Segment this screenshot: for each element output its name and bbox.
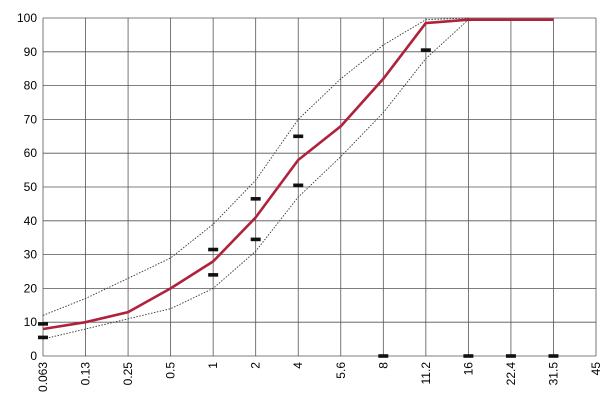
y-tick-label: 30: [24, 248, 38, 262]
y-gridlines: [43, 17, 596, 357]
y-tick-label: 70: [24, 112, 38, 126]
limit-marker: [208, 273, 219, 277]
x-tick-label: 2: [249, 362, 263, 369]
limit-marker: [38, 335, 48, 340]
limit-marker: [208, 247, 219, 252]
y-tick-label: 0: [30, 349, 37, 363]
y-tick-label: 90: [24, 45, 38, 59]
x-tick-label: 45: [589, 362, 601, 376]
x-tick-label: 0.13: [79, 362, 93, 386]
x-tick-label: 4: [291, 362, 305, 369]
x-tick-label: 31.5: [546, 362, 560, 386]
limit-markers: [38, 48, 559, 358]
y-tick-label: 20: [24, 281, 38, 295]
y-tick-labels: 0 10 20 30 40 50 60 70 80 90 100: [17, 11, 37, 363]
series-lines: [42, 17, 554, 340]
limit-marker: [420, 48, 431, 52]
x-tick-label: 8: [376, 362, 390, 369]
limit-marker: [548, 354, 559, 358]
y-tick-label: 50: [24, 180, 38, 194]
y-tick-label: 80: [24, 79, 38, 93]
limit-marker: [250, 237, 261, 242]
limit-marker: [378, 354, 389, 358]
limit-marker: [38, 322, 48, 326]
series-line-2: [42, 17, 469, 316]
x-tick-label: 0.063: [36, 362, 50, 392]
limit-marker: [293, 134, 304, 139]
x-tick-label: 11.2: [419, 362, 433, 385]
y-tick-label: 100: [17, 11, 37, 25]
series-line-3: [42, 19, 469, 340]
x-tick-label: 0.5: [164, 362, 178, 379]
y-tick-label: 60: [24, 146, 38, 160]
x-tick-labels: 0.063 0.13 0.25 0.5 1 2 4 5.6 8 11.2 16 22.4 31.5 45: [36, 362, 601, 392]
x-tick-label: 1: [206, 362, 220, 369]
x-tick-label: 22.4: [504, 362, 518, 386]
x-tick-label: 16: [461, 362, 475, 376]
y-tick-label: 10: [24, 315, 38, 329]
limit-marker: [463, 354, 474, 358]
x-tick-label: 5.6: [334, 362, 348, 379]
limit-marker: [505, 354, 516, 358]
x-tick-label: 0.25: [121, 362, 135, 386]
y-tick-label: 40: [24, 214, 38, 228]
limit-marker: [250, 197, 261, 201]
limit-marker: [293, 183, 304, 188]
